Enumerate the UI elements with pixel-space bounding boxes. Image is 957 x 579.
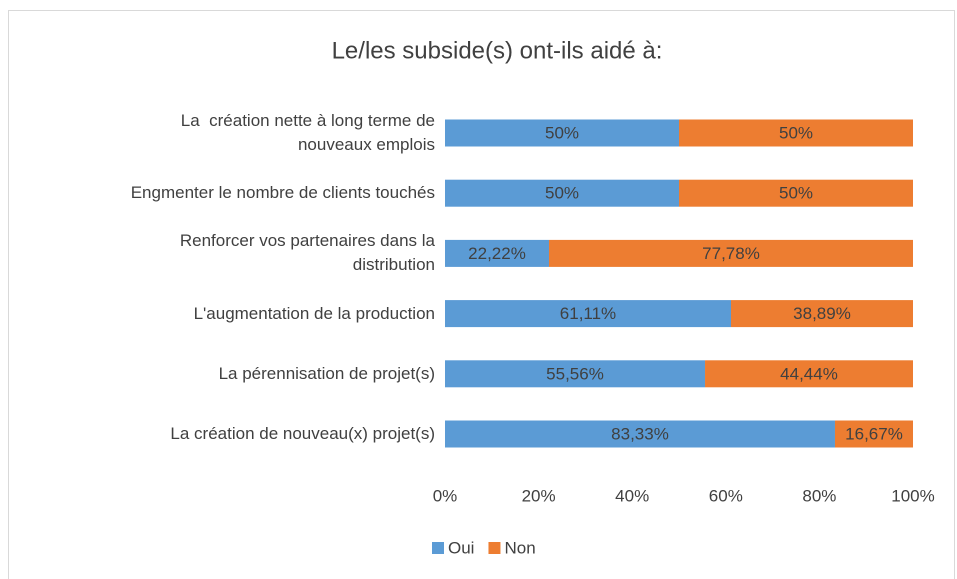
value-label: 50% bbox=[779, 123, 813, 142]
bar-segment bbox=[445, 179, 679, 207]
value-label: 50% bbox=[545, 184, 579, 203]
value-label: 77,78% bbox=[702, 244, 760, 263]
value-label: 38,89% bbox=[793, 304, 851, 323]
bar-segment bbox=[445, 360, 706, 388]
y-tick-label: L'augmentation de la production bbox=[193, 303, 435, 323]
x-tick-label: 20% bbox=[522, 486, 556, 505]
chart-title: Le/les subside(s) ont-ils aidé à: bbox=[332, 37, 663, 64]
x-tick-label: 0% bbox=[433, 486, 458, 505]
bar-segment bbox=[730, 300, 913, 328]
chart-frame bbox=[8, 10, 955, 579]
x-tick-label: 100% bbox=[891, 486, 934, 505]
value-label: 83,33% bbox=[611, 424, 669, 443]
x-tick-label: 40% bbox=[615, 486, 649, 505]
legend-swatch bbox=[432, 542, 444, 554]
legend-label: Non bbox=[504, 538, 535, 557]
y-tick-label: La création de nouveau(x) projet(s) bbox=[170, 424, 435, 443]
y-tick-label: La création nette à long terme de nouvea… bbox=[180, 111, 435, 154]
y-tick-label: Engmenter le nombre de clients touchés bbox=[130, 183, 435, 203]
value-label: 16,67% bbox=[845, 424, 903, 443]
bar-segment bbox=[445, 239, 549, 267]
value-label: 22,22% bbox=[468, 244, 526, 263]
bar-segment bbox=[445, 300, 731, 328]
value-label: 61,11% bbox=[560, 304, 616, 323]
y-tick-label: La pérennisation de projet(s) bbox=[218, 363, 435, 383]
bar-segment bbox=[445, 119, 679, 147]
x-tick-label: 80% bbox=[802, 486, 836, 505]
legend-swatch bbox=[488, 542, 501, 554]
bar-segment bbox=[705, 360, 913, 388]
value-label: 50% bbox=[779, 184, 813, 203]
value-label: 50% bbox=[545, 123, 579, 142]
bar-segment bbox=[679, 179, 913, 207]
bar-segment bbox=[679, 119, 913, 147]
bar-segment bbox=[445, 420, 835, 448]
x-tick-label: 60% bbox=[709, 486, 743, 505]
legend-label: Oui bbox=[448, 538, 474, 557]
y-tick-label: Renforcer vos partenaires dans la distri… bbox=[179, 231, 435, 275]
value-label: 55,56% bbox=[546, 364, 604, 383]
bar-segment bbox=[834, 420, 913, 448]
value-label: 44,44% bbox=[780, 364, 838, 383]
bar-segment bbox=[548, 239, 913, 267]
